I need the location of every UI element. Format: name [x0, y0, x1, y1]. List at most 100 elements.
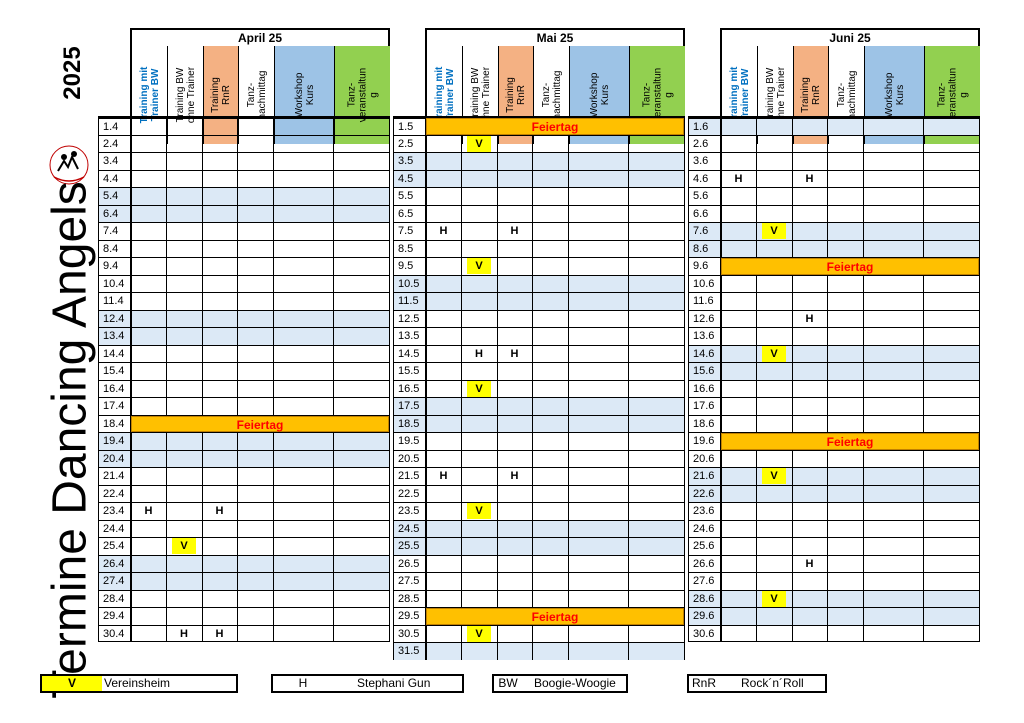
grid-cell	[333, 624, 389, 642]
legend-rnr-label: Rock´n´Roll	[741, 676, 804, 690]
grid-cell	[497, 222, 532, 240]
date-label: 3.4	[103, 155, 119, 167]
grid-cell	[497, 589, 532, 607]
grid-cell	[333, 432, 389, 450]
date-label: 23.4	[103, 505, 125, 517]
grid-cell	[333, 519, 389, 537]
date-label: 12.6	[693, 312, 715, 325]
attendance-mark: V	[467, 380, 491, 397]
date-row: 25.4	[99, 537, 130, 555]
grid-cell	[628, 537, 684, 555]
grid-cell	[426, 292, 461, 310]
attendance-mark: V	[762, 590, 786, 607]
grid-cell	[237, 152, 273, 170]
grid-cell	[756, 484, 792, 502]
grid-cell	[827, 397, 863, 415]
grid-cell	[756, 117, 792, 135]
grid-cell	[792, 537, 827, 555]
grid-cell	[202, 484, 237, 502]
grid-cell	[756, 624, 792, 642]
grid-cell	[237, 239, 273, 257]
date-label: 7.6	[693, 225, 709, 237]
grid-cell	[333, 589, 389, 607]
grid-cell	[273, 607, 333, 625]
grid-cell	[131, 624, 166, 642]
grid-cell	[273, 432, 333, 450]
grid-cell	[237, 379, 273, 397]
grid-cell	[721, 239, 756, 257]
legend-bw-key: BW	[498, 676, 518, 690]
grid-cell	[863, 292, 923, 310]
grid-cell	[131, 449, 166, 467]
grid-cell	[497, 537, 532, 555]
holiday-bar: Feiertag	[426, 118, 684, 135]
grid-cell	[333, 152, 389, 170]
grid-cell	[426, 204, 461, 222]
grid-cell	[863, 274, 923, 292]
grid-cell	[923, 134, 979, 152]
grid-cell	[426, 624, 461, 642]
date-row: 3.5	[394, 152, 425, 170]
grid-cell	[461, 344, 497, 362]
grid-cell	[827, 134, 863, 152]
date-label: 1.6	[693, 121, 709, 133]
date-row: 17.6	[689, 397, 720, 415]
grid-cell	[273, 274, 333, 292]
grid-cell	[166, 117, 202, 135]
grid-cell	[131, 274, 166, 292]
grid-cell	[756, 397, 792, 415]
grid-cell	[166, 309, 202, 327]
grid-cell	[426, 362, 461, 380]
date-label: 24.4	[103, 522, 125, 535]
grid-cell	[202, 327, 237, 345]
grid-cell	[426, 519, 461, 537]
grid-cell	[461, 152, 497, 170]
date-row: 29.5	[394, 607, 425, 625]
grid-cell	[426, 554, 461, 572]
legend-bw: BW Boogie-Woogie	[492, 674, 628, 693]
grid-cell	[923, 169, 979, 187]
grid-cell	[628, 414, 684, 432]
grid-cell	[333, 344, 389, 362]
grid-cell	[532, 642, 568, 660]
grid-cell	[568, 624, 628, 642]
date-label: 15.4	[103, 365, 125, 377]
grid-cell	[568, 134, 628, 152]
grid-cell	[461, 484, 497, 502]
date-label: 25.6	[693, 540, 715, 552]
grid-cell	[863, 607, 923, 625]
date-column: 1.5 2.5 3.5 4.5 5.5 6.5 7.5 8.5 9.5 10.5 11.5 12.5 1…	[393, 116, 425, 660]
grid-cell	[863, 379, 923, 397]
grid-cell	[792, 397, 827, 415]
grid-cell	[923, 467, 979, 485]
date-row: 29.6	[689, 607, 720, 625]
column-header-label: Training mit Trainer BW	[138, 66, 161, 124]
grid-cell	[923, 309, 979, 327]
grid-cell	[568, 327, 628, 345]
grid-cell	[628, 274, 684, 292]
date-row: 30.4	[99, 624, 130, 643]
grid-cell	[202, 502, 237, 520]
grid-cell	[166, 379, 202, 397]
grid-cell	[756, 379, 792, 397]
date-label: 16.4	[103, 382, 125, 395]
grid-cell	[628, 397, 684, 415]
grid-cell	[237, 502, 273, 520]
grid-cell	[131, 432, 166, 450]
grid-cell	[827, 152, 863, 170]
grid-cell	[273, 204, 333, 222]
grid-cell	[827, 222, 863, 240]
grid-cell	[532, 344, 568, 362]
grid-cell	[166, 274, 202, 292]
date-row: 23.4	[99, 502, 130, 520]
date-row: 19.6	[689, 432, 720, 450]
grid-cell	[497, 484, 532, 502]
grid-cell	[827, 344, 863, 362]
column-header-label: Workshop Kurs	[293, 72, 316, 118]
grid-cell	[568, 379, 628, 397]
date-label: 13.4	[103, 330, 125, 342]
grid-cell	[756, 274, 792, 292]
grid-cell	[426, 309, 461, 327]
date-row: 9.4	[99, 257, 130, 275]
date-row: 15.5	[394, 362, 425, 380]
